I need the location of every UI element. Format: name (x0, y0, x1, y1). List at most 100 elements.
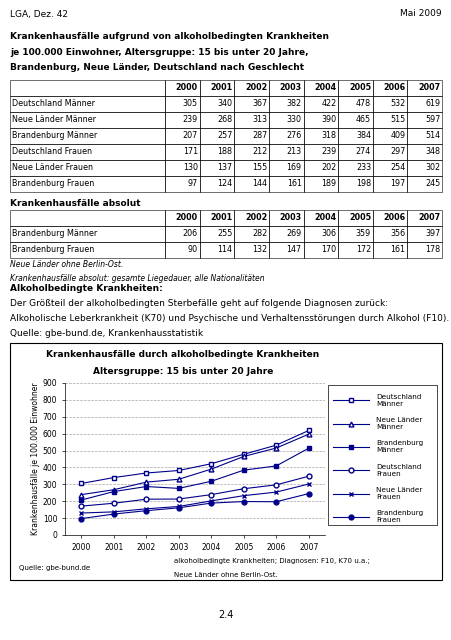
Text: 313: 313 (252, 115, 267, 125)
Bar (199, 80, 234, 96)
Bar (337, 160, 372, 176)
Bar (406, 210, 441, 226)
Text: 130: 130 (183, 163, 198, 173)
Text: 2007: 2007 (417, 83, 439, 93)
Text: 178: 178 (424, 246, 439, 255)
Text: 257: 257 (216, 131, 232, 141)
Text: 2004: 2004 (313, 214, 336, 223)
Bar (10, 128, 165, 144)
Bar (10, 176, 165, 192)
Bar (165, 160, 199, 176)
Text: 384: 384 (355, 131, 370, 141)
Text: 114: 114 (217, 246, 232, 255)
Text: 212: 212 (251, 147, 267, 157)
Bar (406, 80, 441, 96)
Bar (10, 226, 165, 242)
Bar (165, 176, 199, 192)
Bar (303, 144, 337, 160)
Bar (372, 242, 406, 258)
Bar (268, 112, 303, 128)
Text: 245: 245 (424, 179, 439, 189)
Text: 97: 97 (187, 179, 198, 189)
Text: 161: 161 (390, 246, 405, 255)
Bar (10, 210, 165, 226)
Text: 2002: 2002 (244, 214, 267, 223)
Text: Brandenburg
Frauen: Brandenburg Frauen (375, 510, 422, 524)
Bar (303, 128, 337, 144)
Text: 2.4: 2.4 (218, 610, 233, 620)
Text: 597: 597 (424, 115, 439, 125)
Bar (165, 128, 199, 144)
Text: 198: 198 (355, 179, 370, 189)
Bar (199, 226, 234, 242)
Bar (268, 242, 303, 258)
Bar (372, 128, 406, 144)
Bar (268, 144, 303, 160)
Bar (406, 144, 441, 160)
Bar (372, 176, 406, 192)
Text: 356: 356 (390, 230, 405, 239)
Bar (406, 226, 441, 242)
Text: 255: 255 (216, 230, 232, 239)
Bar (10, 80, 165, 96)
Bar (303, 96, 337, 112)
Bar (10, 144, 165, 160)
Bar (372, 80, 406, 96)
Bar (303, 226, 337, 242)
Bar (165, 210, 199, 226)
Bar (234, 80, 268, 96)
Text: 330: 330 (286, 115, 301, 125)
Bar (337, 96, 372, 112)
Bar (268, 176, 303, 192)
Text: 306: 306 (321, 230, 336, 239)
Text: 137: 137 (217, 163, 232, 173)
Text: 2000: 2000 (175, 214, 198, 223)
Bar (234, 176, 268, 192)
Text: Brandenburg Männer: Brandenburg Männer (12, 230, 97, 239)
Text: Quelle: gbe-bund.de: Quelle: gbe-bund.de (18, 565, 90, 571)
Bar (372, 160, 406, 176)
Text: Neue Länder ohne Berlin-Ost.: Neue Länder ohne Berlin-Ost. (174, 572, 277, 579)
Text: Deutschland Männer: Deutschland Männer (12, 99, 95, 109)
Text: 169: 169 (286, 163, 301, 173)
Bar (199, 242, 234, 258)
Text: 422: 422 (321, 99, 336, 109)
Text: 2004: 2004 (313, 83, 336, 93)
Text: je 100.000 Einwohner, Altersgruppe: 15 bis unter 20 Jahre,: je 100.000 Einwohner, Altersgruppe: 15 b… (10, 47, 308, 56)
Bar (199, 96, 234, 112)
Text: 207: 207 (182, 131, 198, 141)
Text: Neue Länder
Männer: Neue Länder Männer (375, 417, 421, 430)
Bar (406, 176, 441, 192)
Text: 465: 465 (355, 115, 370, 125)
Bar (199, 176, 234, 192)
Text: 359: 359 (355, 230, 370, 239)
Text: 147: 147 (286, 246, 301, 255)
Bar (303, 160, 337, 176)
Bar (372, 226, 406, 242)
Bar (303, 112, 337, 128)
Text: 90: 90 (187, 246, 198, 255)
Bar (10, 96, 165, 112)
Text: 206: 206 (182, 230, 198, 239)
Text: 268: 268 (217, 115, 232, 125)
Text: 161: 161 (286, 179, 301, 189)
Bar (406, 242, 441, 258)
Bar (303, 80, 337, 96)
Text: Krankenhausfälle absolut: Krankenhausfälle absolut (10, 198, 140, 207)
Text: Deutschland
Männer: Deutschland Männer (375, 394, 420, 406)
Bar (337, 144, 372, 160)
Text: 213: 213 (286, 147, 301, 157)
Bar (199, 210, 234, 226)
Bar (337, 128, 372, 144)
Bar (234, 144, 268, 160)
Text: 318: 318 (321, 131, 336, 141)
Bar (406, 96, 441, 112)
Bar (10, 112, 165, 128)
Text: 2005: 2005 (348, 83, 370, 93)
Text: 2002: 2002 (244, 83, 267, 93)
Bar (406, 112, 441, 128)
Bar (268, 160, 303, 176)
Bar (199, 160, 234, 176)
Bar (303, 176, 337, 192)
Bar (10, 242, 165, 258)
